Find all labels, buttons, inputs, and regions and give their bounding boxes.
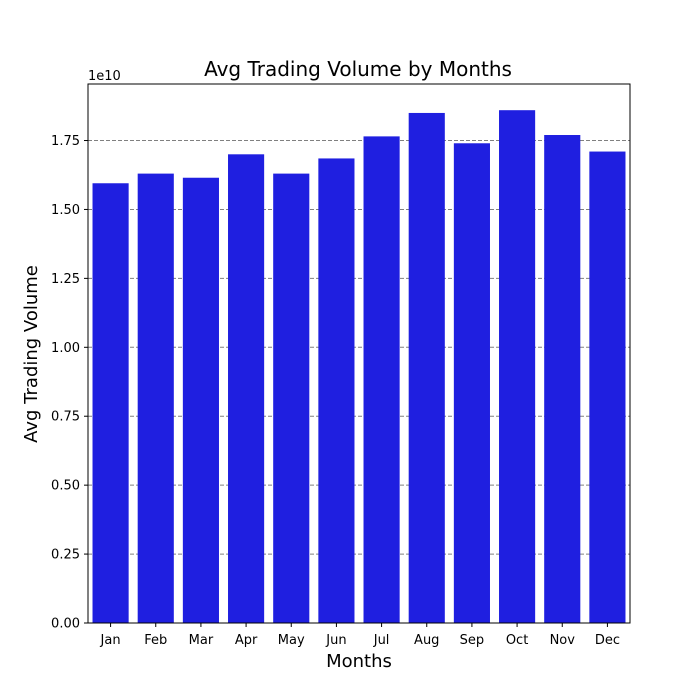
y-tick-label: 0.50 bbox=[51, 479, 80, 494]
bars bbox=[92, 110, 626, 624]
x-tick-label: Feb bbox=[144, 633, 167, 648]
bar-oct bbox=[499, 110, 536, 623]
x-tick-label: Jun bbox=[325, 633, 346, 648]
grid-lines bbox=[88, 140, 630, 555]
x-tick-label: Jan bbox=[100, 633, 121, 648]
x-tick-label: Mar bbox=[189, 633, 214, 648]
bar-mar bbox=[182, 177, 219, 623]
bar-nov bbox=[544, 135, 581, 623]
x-tick-label: Apr bbox=[235, 633, 258, 648]
x-tick-label: Aug bbox=[414, 633, 439, 648]
bar-feb bbox=[137, 173, 174, 623]
y-tick-label: 0.25 bbox=[51, 548, 80, 563]
y-tick-label: 1.75 bbox=[51, 134, 80, 149]
plot-frame bbox=[87, 83, 631, 624]
y-axis-offset-label: 1e10 bbox=[88, 69, 121, 84]
bar-aug bbox=[408, 112, 445, 623]
chart-title: Avg Trading Volume by Months bbox=[204, 57, 512, 81]
x-tick-label: Oct bbox=[506, 633, 528, 648]
y-tick-label: 0.00 bbox=[51, 617, 80, 632]
x-axis-ticks: Jan Feb Mar Apr May Jun Jul Aug Sep Oct Nov Dec bbox=[100, 623, 620, 648]
y-tick-label: 1.25 bbox=[51, 272, 80, 287]
bar-jun bbox=[318, 158, 355, 624]
y-axis-label: Avg Trading Volume bbox=[21, 265, 42, 443]
bar-may bbox=[273, 173, 310, 623]
bar-apr bbox=[228, 154, 265, 623]
bar-dec bbox=[589, 151, 626, 624]
y-tick-label: 0.75 bbox=[51, 410, 80, 425]
bar-jul bbox=[363, 136, 400, 623]
bar-sep bbox=[453, 143, 490, 623]
x-tick-label: Dec bbox=[595, 633, 620, 648]
y-axis-ticks: 0.00 0.25 0.50 0.75 1.00 1.25 1.50 1.75 bbox=[51, 134, 88, 632]
x-tick-label: Jul bbox=[373, 633, 390, 648]
y-tick-label: 1.50 bbox=[51, 203, 80, 218]
x-axis-label: Months bbox=[326, 651, 392, 672]
bar-jan bbox=[92, 183, 129, 623]
x-tick-label: Sep bbox=[460, 633, 485, 648]
y-tick-label: 1.00 bbox=[51, 341, 80, 356]
x-tick-label: May bbox=[278, 633, 305, 648]
x-tick-label: Nov bbox=[550, 633, 576, 648]
